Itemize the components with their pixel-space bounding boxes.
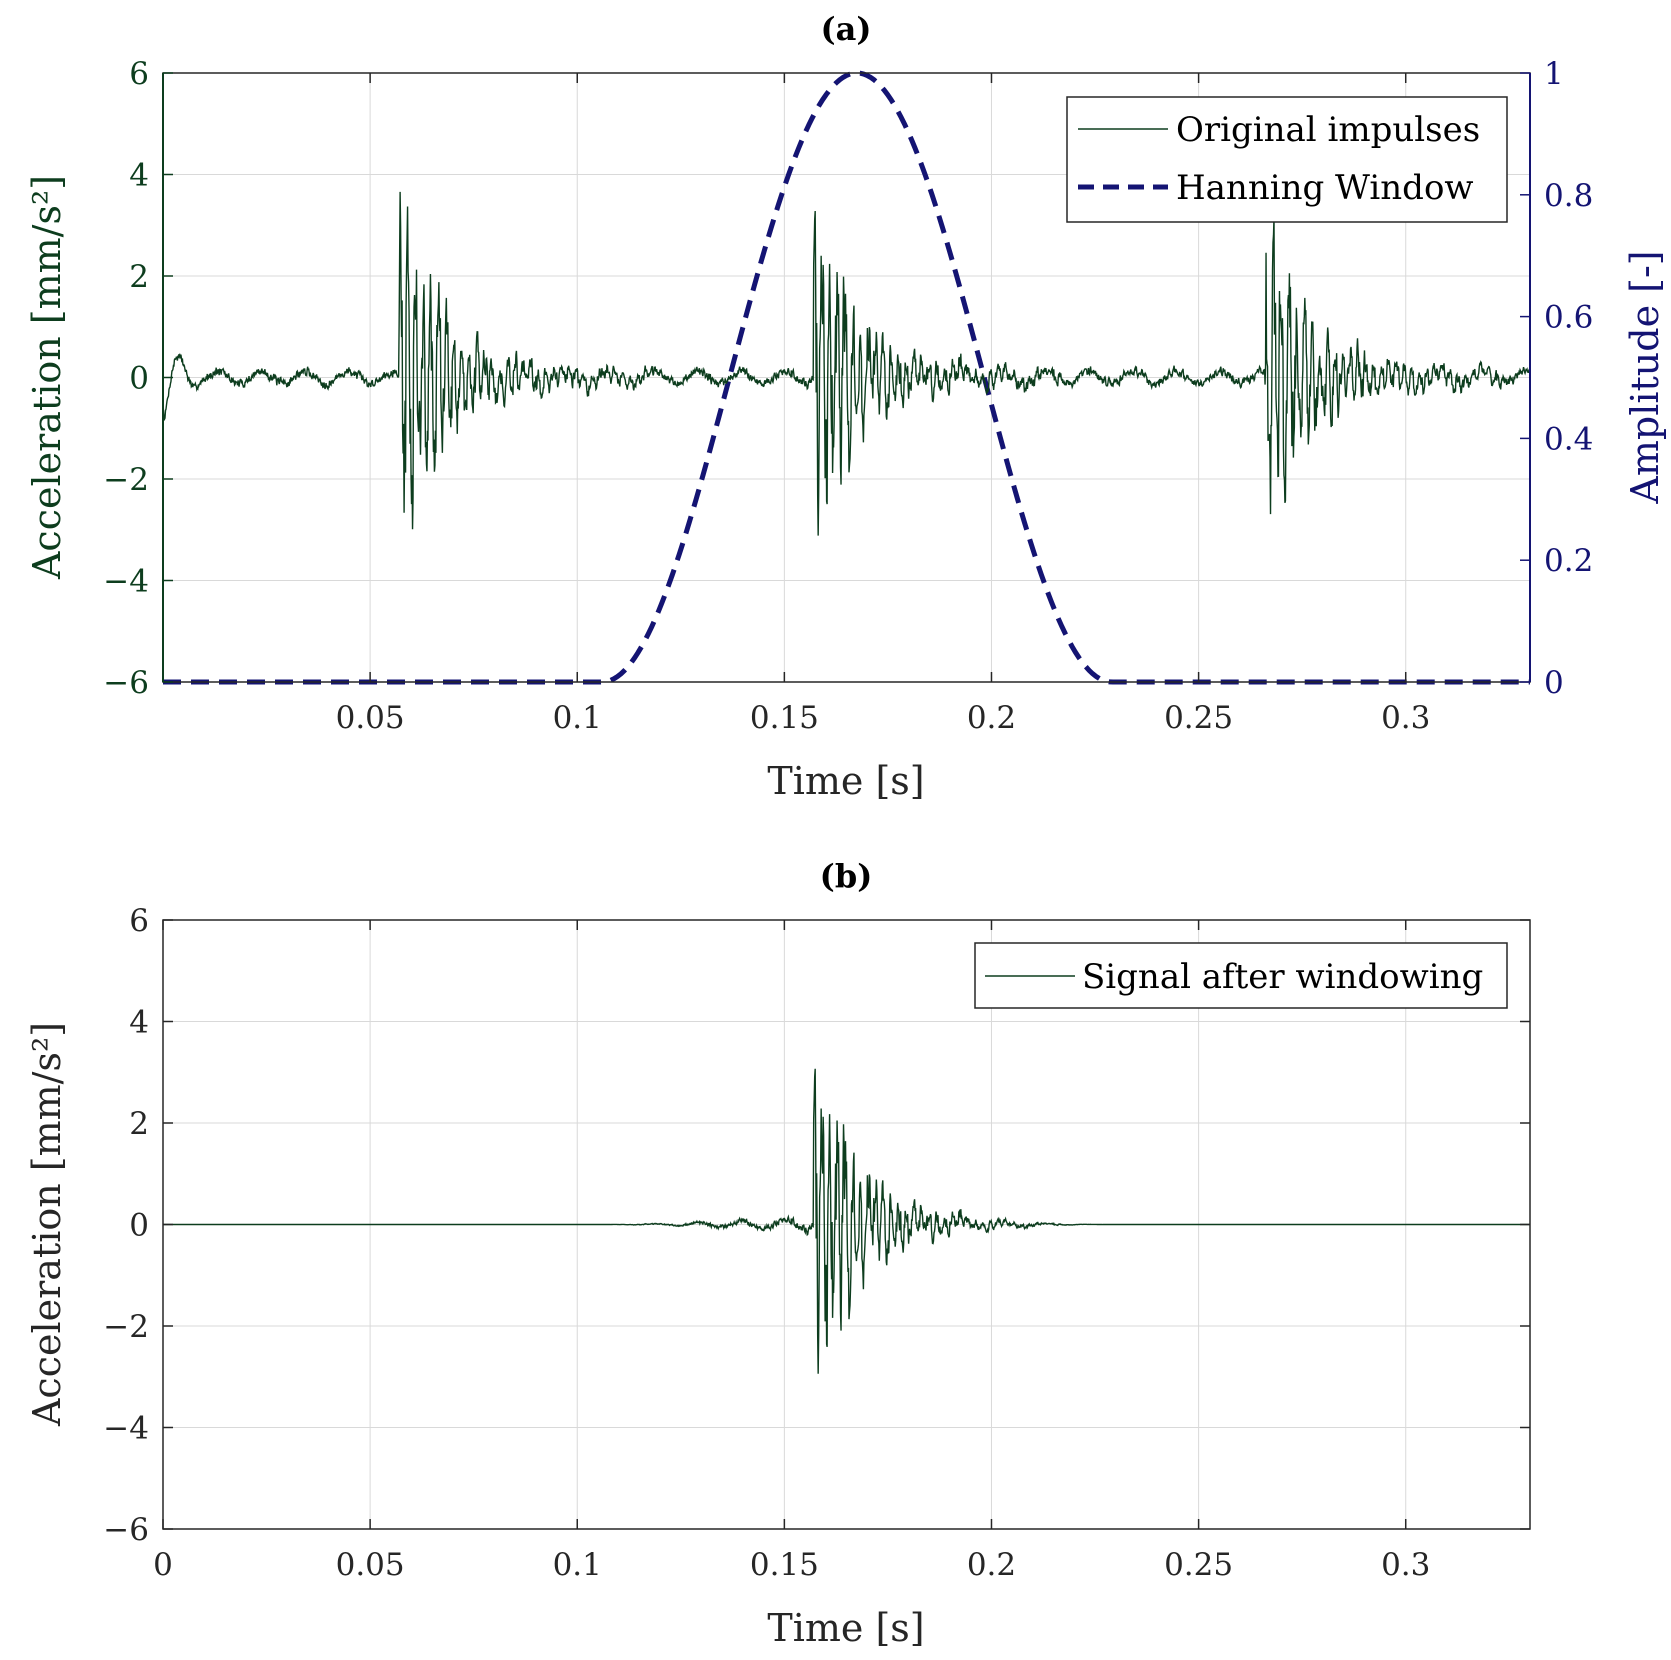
- y-tick-label: −2: [103, 462, 149, 498]
- panel-b: (b) 0 0.05 0.1 0.15 0.2 0.25 0.3 −6 −4 −2 0 2 4 6 Ti…: [25, 857, 1531, 1650]
- y2-tick-label: 1: [1544, 56, 1564, 92]
- panel-b-x-ticks: 0 0.05 0.1 0.15 0.2 0.25 0.3: [153, 920, 1430, 1583]
- y-tick-label: 0: [129, 1208, 149, 1244]
- y-tick-label: 4: [129, 1005, 149, 1041]
- panel-a-x-axis-label: Time [s]: [767, 759, 924, 803]
- panel-b-y-ticks: −6 −4 −2 0 2 4 6: [103, 903, 1530, 1548]
- y-tick-label: 2: [129, 259, 149, 295]
- panel-b-title: (b): [820, 857, 873, 895]
- y2-tick-label: 0.4: [1544, 421, 1593, 457]
- panel-a-title: (a): [820, 10, 871, 48]
- y2-tick-label: 0: [1544, 665, 1564, 701]
- y2-tick-label: 0.6: [1544, 300, 1593, 336]
- x-tick-label: 0.05: [336, 700, 405, 736]
- panel-a: (a) 0.05 0.1 0.15 0.2 0.25 0.3 −6 −4 −2 0 2 4 6 0 0.…: [25, 10, 1667, 803]
- x-tick-label: 0.25: [1164, 700, 1233, 736]
- series-line-signal-after-windowing: [163, 1068, 1530, 1374]
- y-tick-label: 6: [129, 903, 149, 939]
- y-tick-label: −4: [103, 564, 149, 600]
- x-tick-label: 0.3: [1381, 1547, 1430, 1583]
- panel-a-y-ticks: −6 −4 −2 0 2 4 6: [103, 56, 173, 701]
- panel-a-legend-box: [1066, 96, 1508, 223]
- y2-tick-label: 0.2: [1544, 543, 1593, 579]
- panel-b-signal-series: [163, 1068, 1530, 1374]
- x-tick-label: 0.15: [750, 1547, 819, 1583]
- x-tick-label: 0.3: [1381, 700, 1430, 736]
- y-tick-label: 6: [129, 56, 149, 92]
- x-tick-label: 0.2: [967, 1547, 1016, 1583]
- panel-b-x-axis-label: Time [s]: [767, 1606, 924, 1650]
- panel-a-y2-ticks: 0 0.2 0.4 0.6 0.8 1: [1520, 56, 1593, 701]
- y-tick-label: −6: [103, 665, 149, 701]
- x-tick-label: 0.1: [553, 700, 602, 736]
- panel-a-y2-axis-label: Amplitude [-]: [1623, 250, 1667, 504]
- legend-label-hanning-window: Hanning Window: [1176, 168, 1474, 208]
- x-tick-label: 0.05: [336, 1547, 405, 1583]
- panel-a-x-ticks: 0.05 0.1 0.15 0.2 0.25 0.3: [336, 73, 1430, 736]
- y-tick-label: 0: [129, 361, 149, 397]
- panel-a-signal-series: [162, 191, 1531, 536]
- series-line-original-impulses: [162, 191, 1531, 536]
- x-tick-label: 0.2: [967, 700, 1016, 736]
- y-tick-label: −6: [103, 1512, 149, 1548]
- y-tick-label: −2: [103, 1309, 149, 1345]
- x-tick-label: 0: [153, 1547, 173, 1583]
- x-tick-label: 0.1: [553, 1547, 602, 1583]
- x-tick-label: 0.25: [1164, 1547, 1233, 1583]
- legend-label-signal-after-windowing: Signal after windowing: [1082, 957, 1483, 997]
- y-tick-label: 4: [129, 158, 149, 194]
- panel-a-legend: Original impulses Hanning Window: [1066, 96, 1508, 223]
- y-tick-label: 2: [129, 1106, 149, 1142]
- panel-a-y-axis-label: Acceleration [mm/s²]: [25, 175, 69, 580]
- x-tick-label: 0.15: [750, 700, 819, 736]
- legend-label-original-impulses: Original impulses: [1176, 110, 1480, 150]
- panel-b-y-axis-label: Acceleration [mm/s²]: [25, 1022, 69, 1427]
- panel-b-legend: Signal after windowing: [974, 942, 1508, 1009]
- y-tick-label: −4: [103, 1411, 149, 1447]
- y2-tick-label: 0.8: [1544, 178, 1593, 214]
